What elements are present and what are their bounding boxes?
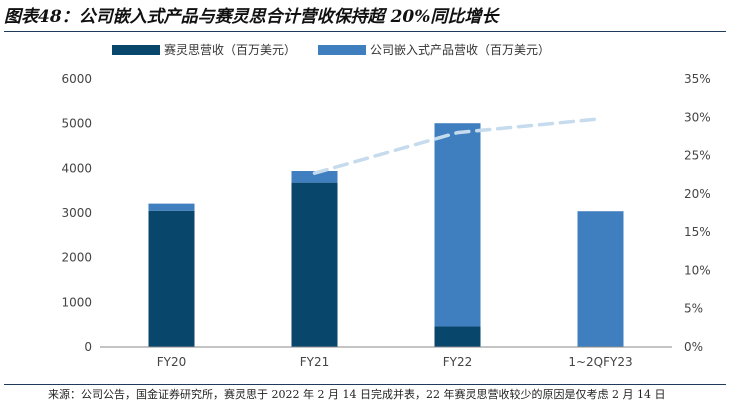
x-tick-label: FY20 [157,355,187,369]
y-right-tick-label: 25% [684,149,711,163]
bar-segment [577,211,624,347]
bar-segment [291,182,338,347]
chart-title: 图表48：公司嵌入式产品与赛灵思合计营收保持超 20%同比增长 [4,7,499,27]
y-left-tick-label: 1000 [61,295,92,309]
yoy-line [312,117,603,175]
y-left-tick-label: 3000 [61,206,92,220]
title-divider [4,31,726,32]
y-right-tick-label: 30% [684,110,711,124]
bar-segment [148,203,195,211]
y-right-tick-label: 5% [684,302,703,316]
source-note: 来源：公司公告，国金证券研究所，赛灵思于 2022 年 2 月 14 日完成并表… [48,388,666,401]
y-left-tick-label: 0 [84,340,92,354]
bar-segment [148,210,195,347]
x-tick-label: FY21 [300,355,330,369]
y-left-tick-label: 6000 [61,72,92,86]
y-right-tick-label: 20% [684,187,711,201]
y-right-tick-label: 35% [684,72,711,86]
bar-segment [291,171,338,183]
y-right-tick-label: 10% [684,263,711,277]
bar-segment [434,123,481,327]
legend-swatch [318,45,366,55]
y-right-tick-label: 0% [684,340,703,354]
legend-label: 赛灵思营收（百万美元） [164,42,296,57]
combo-chart: 0 1000 2000 3000 4000 5000 6000 0% 5% 10% 15% 20% 25… [61,42,711,369]
footer-divider [4,384,726,385]
legend-swatch [112,45,160,55]
y-left-tick-label: 5000 [61,117,92,131]
y-left-tick-label: 2000 [61,251,92,265]
y-right-tick-label: 15% [684,225,711,239]
legend-label: 公司嵌入式产品营收（百万美元） [370,43,550,57]
chart-area: 0 1000 2000 3000 4000 5000 6000 0% 5% 10% 15% 20% 25… [0,34,730,384]
bar-segment [434,326,481,347]
y-left-tick-label: 4000 [61,161,92,175]
x-tick-label: 1~2QFY23 [568,355,632,369]
x-tick-label: FY22 [443,355,473,369]
